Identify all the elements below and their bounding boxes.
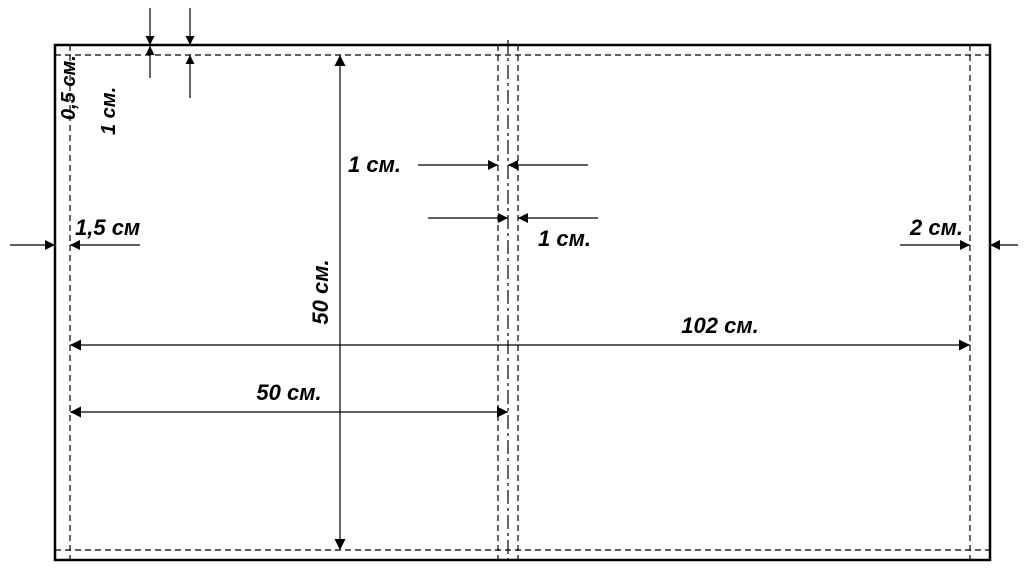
label-1-5cm: 1,5 см [75, 215, 140, 240]
label-1cm-top: 1 см. [98, 87, 120, 135]
technical-drawing: 0,5 см. 1 см. 1,5 см 2 см. 1 см. 1 см. 50 см. 1… [0, 0, 1024, 574]
label-1cm-center-b: 1 см. [538, 226, 591, 251]
label-2cm: 2 см. [909, 215, 963, 240]
label-50cm-h: 50 см. [256, 380, 321, 405]
label-0-5cm: 0,5 см. [58, 55, 80, 120]
label-50cm-v: 50 см. [308, 259, 333, 324]
label-102cm: 102 см. [681, 313, 758, 338]
label-1cm-center-a: 1 см. [348, 152, 401, 177]
